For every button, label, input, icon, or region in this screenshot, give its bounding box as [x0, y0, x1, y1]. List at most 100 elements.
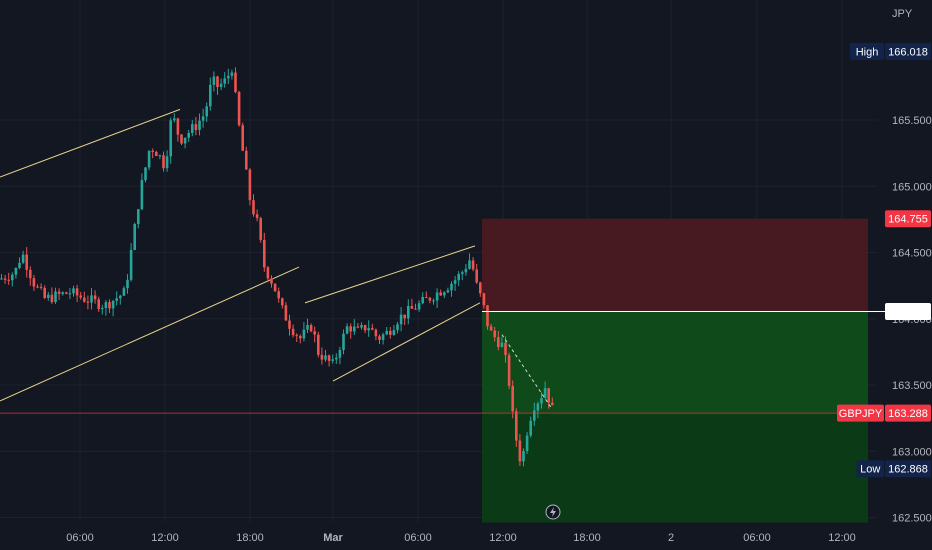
candle-up[interactable]	[533, 410, 536, 421]
candle-down[interactable]	[36, 286, 39, 288]
candle-down[interactable]	[65, 292, 68, 294]
candle-down[interactable]	[93, 295, 97, 300]
candle-up[interactable]	[399, 314, 403, 325]
candle-up[interactable]	[540, 398, 543, 404]
candle-down[interactable]	[234, 72, 237, 93]
candle-up[interactable]	[119, 295, 122, 299]
candle-down[interactable]	[86, 301, 90, 303]
candle-down[interactable]	[291, 328, 295, 336]
candle-down[interactable]	[493, 330, 496, 338]
candle-down[interactable]	[176, 118, 180, 135]
candle-up[interactable]	[183, 137, 187, 144]
candle-up[interactable]	[525, 435, 529, 452]
candle-down[interactable]	[403, 314, 406, 319]
candle-up[interactable]	[169, 120, 172, 157]
candle-down[interactable]	[273, 283, 277, 292]
trendline[interactable]	[0, 266, 300, 402]
candle-up[interactable]	[101, 308, 104, 310]
candle-down[interactable]	[79, 295, 82, 298]
candle-up[interactable]	[227, 75, 230, 79]
candle-up[interactable]	[500, 342, 504, 347]
candle-down[interactable]	[489, 326, 493, 331]
candle-up[interactable]	[306, 325, 309, 330]
candle-up[interactable]	[335, 357, 338, 360]
candle-up[interactable]	[529, 420, 532, 436]
candle-up[interactable]	[126, 279, 129, 289]
candle-up[interactable]	[18, 262, 21, 268]
candle-up[interactable]	[338, 350, 342, 358]
candle-up[interactable]	[165, 156, 169, 169]
candle-up[interactable]	[68, 293, 72, 295]
candle-down[interactable]	[216, 76, 219, 88]
candle-down[interactable]	[371, 328, 374, 330]
candle-up[interactable]	[230, 72, 234, 76]
candle-up[interactable]	[450, 283, 453, 291]
candle-up[interactable]	[407, 306, 410, 319]
candle-up[interactable]	[464, 268, 468, 273]
candle-up[interactable]	[302, 329, 306, 339]
candle-down[interactable]	[295, 335, 298, 337]
candle-down[interactable]	[263, 239, 266, 268]
candle-up[interactable]	[147, 150, 151, 168]
candle-up[interactable]	[129, 249, 133, 280]
candle-down[interactable]	[299, 336, 302, 339]
candle-down[interactable]	[356, 326, 360, 328]
candle-down[interactable]	[507, 355, 511, 386]
candle-up[interactable]	[133, 224, 136, 250]
candle-down[interactable]	[410, 306, 414, 309]
candle-down[interactable]	[252, 200, 255, 215]
candle-up[interactable]	[144, 167, 147, 181]
candle-up[interactable]	[11, 274, 14, 281]
candle-up[interactable]	[353, 326, 356, 332]
candle-up[interactable]	[212, 76, 216, 85]
candle-up[interactable]	[173, 118, 176, 121]
candle-down[interactable]	[327, 355, 331, 361]
candle-up[interactable]	[90, 295, 93, 303]
candle-up[interactable]	[158, 155, 162, 157]
candle-down[interactable]	[50, 294, 54, 303]
candle-up[interactable]	[435, 292, 439, 301]
candle-down[interactable]	[7, 279, 10, 281]
candle-down[interactable]	[504, 342, 507, 356]
candle-down[interactable]	[97, 299, 100, 310]
candle-up[interactable]	[396, 324, 399, 331]
candle-up[interactable]	[137, 209, 140, 225]
candle-down[interactable]	[108, 302, 111, 309]
candle-down[interactable]	[497, 337, 500, 347]
candle-down[interactable]	[248, 169, 252, 201]
candle-up[interactable]	[342, 333, 345, 351]
candle-up[interactable]	[122, 288, 126, 296]
candle-up[interactable]	[543, 388, 547, 399]
candle-up[interactable]	[72, 288, 75, 294]
candle-down[interactable]	[32, 278, 36, 287]
candle-down[interactable]	[320, 354, 324, 360]
candle-down[interactable]	[151, 150, 154, 152]
trendline[interactable]	[332, 302, 481, 382]
candle-down[interactable]	[378, 336, 381, 340]
candle-down[interactable]	[259, 218, 262, 240]
candle-down[interactable]	[270, 278, 273, 284]
candle-down[interactable]	[349, 326, 352, 332]
candle-down[interactable]	[288, 320, 291, 329]
candle-down[interactable]	[155, 151, 158, 157]
candle-down[interactable]	[518, 440, 522, 462]
candle-up[interactable]	[219, 83, 223, 88]
candle-down[interactable]	[266, 267, 270, 279]
candle-down[interactable]	[180, 134, 183, 144]
candle-down[interactable]	[511, 385, 514, 412]
candle-down[interactable]	[439, 292, 442, 296]
candle-down[interactable]	[471, 260, 475, 270]
candle-down[interactable]	[428, 297, 432, 301]
candle-down[interactable]	[255, 214, 259, 219]
candle-down[interactable]	[547, 388, 550, 403]
candle-down[interactable]	[83, 297, 86, 302]
candle-up[interactable]	[21, 254, 25, 263]
candle-up[interactable]	[205, 106, 208, 117]
candle-up[interactable]	[115, 298, 118, 301]
candle-up[interactable]	[432, 300, 435, 302]
candle-up[interactable]	[360, 325, 363, 328]
candle-up[interactable]	[324, 355, 327, 360]
candle-up[interactable]	[54, 291, 57, 303]
candle-down[interactable]	[363, 325, 367, 331]
